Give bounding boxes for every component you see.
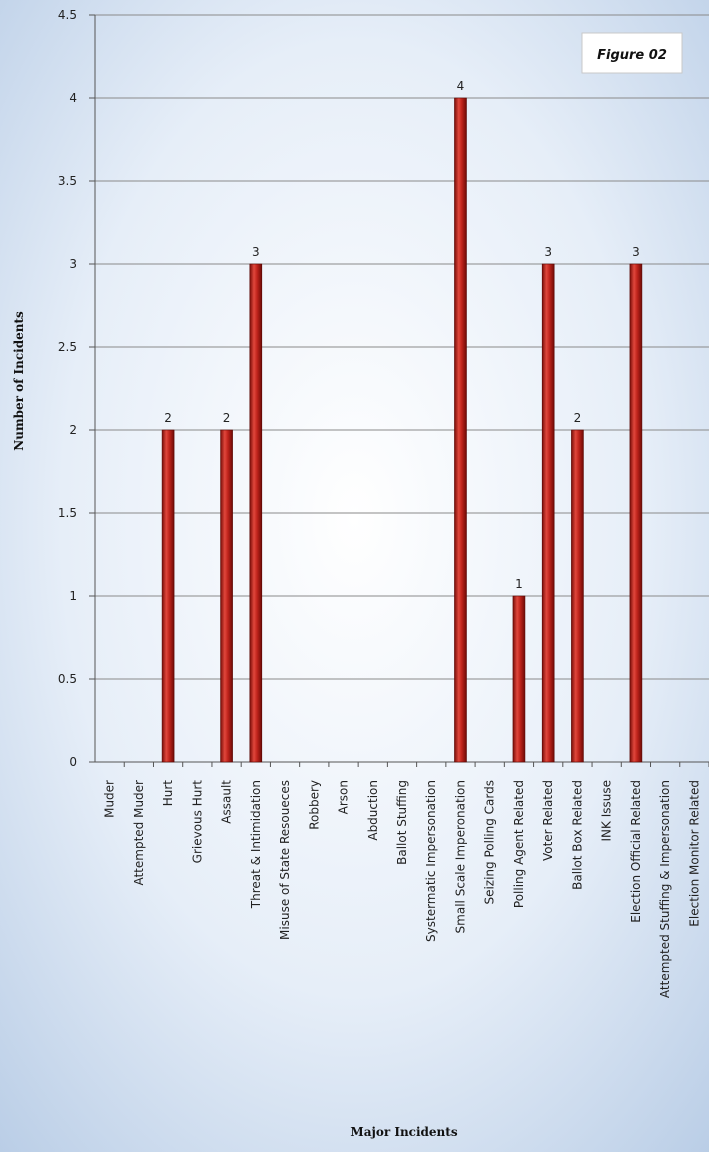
y-tick-label: 3 <box>69 257 77 271</box>
data-label: 3 <box>632 245 640 259</box>
data-label: 3 <box>544 245 552 259</box>
data-label: 3 <box>252 245 260 259</box>
x-category-label: Small Scale Imperonation <box>453 780 467 933</box>
data-label: 2 <box>223 411 231 425</box>
figure-badge-box <box>581 32 683 74</box>
x-category-label: Voter Related <box>541 780 555 861</box>
y-tick-label: 4.5 <box>58 8 77 22</box>
data-label: 2 <box>164 411 172 425</box>
data-label: 1 <box>515 577 523 591</box>
bar <box>161 429 175 763</box>
x-category-label: Attempted Stuffing & Impersonation <box>658 780 672 998</box>
x-category-label: INK Issuse <box>600 780 614 841</box>
y-tick-label: 4 <box>69 91 77 105</box>
gridlines <box>95 14 709 680</box>
x-category-label: Election Monitor Related <box>687 780 701 927</box>
bar <box>220 429 233 763</box>
y-tick-label: 0 <box>69 755 77 769</box>
bars <box>161 97 643 763</box>
y-axis-title: Number of Incidents <box>12 311 26 451</box>
x-category-label: Ballot Stuffing <box>395 780 409 865</box>
x-axis-title: Major Incidents <box>350 1125 457 1139</box>
y-tick-label: 1 <box>69 589 77 603</box>
bar <box>512 595 526 763</box>
y-tick-label: 2 <box>69 423 77 437</box>
x-category-label: Threat & Intimidation <box>249 780 263 909</box>
figure-label: Figure 02 <box>597 48 667 63</box>
x-category-label: Grievous Hurt <box>190 780 204 864</box>
x-category-label: Attempted Muder <box>132 780 146 886</box>
x-category-label: Abduction <box>366 780 380 841</box>
x-category-label: Seizing Polling Cards <box>483 780 497 905</box>
data-label: 4 <box>457 79 465 93</box>
axes <box>89 14 709 767</box>
x-category-label: Arson <box>337 780 351 814</box>
x-category-label: Robbery <box>307 780 321 830</box>
x-category-label: Muder <box>103 780 117 818</box>
figure-badge: Figure 02 <box>581 32 683 74</box>
labels: 0 0.5 1 1.5 2 2.5 3 3.5 4 4.5 Muder Attempted Muder… <box>58 8 701 998</box>
data-label: 2 <box>574 411 582 425</box>
bar <box>571 429 584 763</box>
y-tick-label: 3.5 <box>58 174 77 188</box>
x-category-label: Ballot Box Related <box>570 780 584 890</box>
bar <box>629 263 643 763</box>
x-category-label: Hurt <box>161 780 175 807</box>
y-tick-label: 2.5 <box>58 340 77 354</box>
y-tick-label: 1.5 <box>58 506 77 520</box>
bar <box>454 97 467 763</box>
bar <box>541 263 555 763</box>
bar <box>249 263 263 763</box>
x-category-label: Election Official Related <box>629 780 643 923</box>
y-tick-label: 0.5 <box>58 672 77 686</box>
x-category-label: Systermatic Impersonation <box>424 780 438 942</box>
x-category-label: Polling Agent Related <box>512 780 526 908</box>
x-category-label: Assault <box>220 780 234 824</box>
x-category-label: Misuse of State Resoueces <box>278 780 292 940</box>
